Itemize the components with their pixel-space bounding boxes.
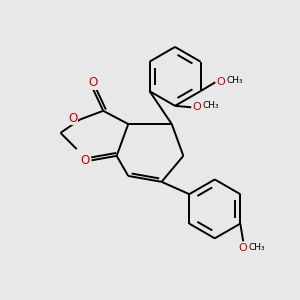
Text: O: O: [193, 102, 202, 112]
Text: CH₃: CH₃: [226, 76, 243, 85]
Text: O: O: [239, 243, 248, 253]
Text: O: O: [80, 154, 90, 167]
Text: CH₃: CH₃: [202, 101, 219, 110]
Text: O: O: [217, 77, 226, 87]
Text: O: O: [88, 76, 98, 89]
Text: CH₃: CH₃: [248, 243, 265, 252]
Text: O: O: [68, 112, 78, 125]
